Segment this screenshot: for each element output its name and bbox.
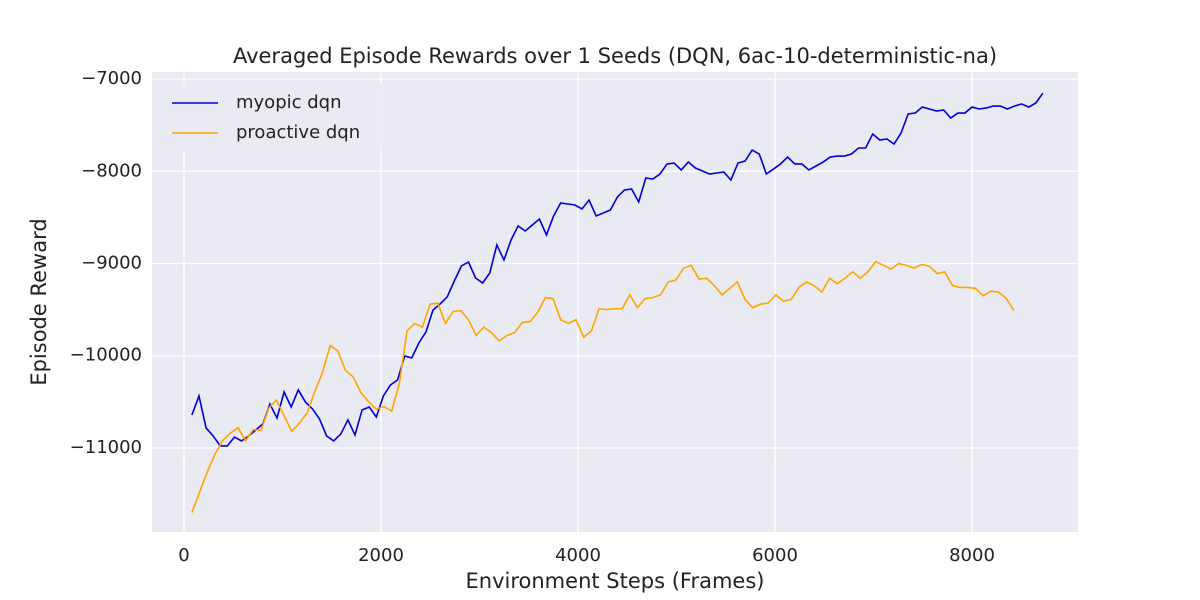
series-line — [191, 260, 1015, 513]
series-line — [191, 92, 1044, 447]
x-tick-label: 0 — [178, 545, 189, 566]
x-tick-label: 6000 — [752, 545, 798, 566]
y-tick-label: −10000 — [70, 345, 142, 366]
y-tick-label: −7000 — [81, 68, 142, 89]
y-tick-label: −8000 — [81, 160, 142, 181]
legend-label: myopic dqn — [236, 92, 342, 113]
legend-label: proactive dqn — [236, 122, 360, 143]
x-tick-label: 8000 — [949, 545, 995, 566]
y-axis-label: Episode Reward — [27, 218, 51, 385]
x-tick-label: 4000 — [555, 545, 601, 566]
y-tick-label: −9000 — [81, 252, 142, 273]
chart-title: Averaged Episode Rewards over 1 Seeds (D… — [233, 44, 997, 68]
y-tick-label: −11000 — [70, 437, 142, 458]
x-tick-label: 2000 — [358, 545, 404, 566]
x-axis-label: Environment Steps (Frames) — [466, 569, 765, 593]
legend-box — [162, 82, 382, 152]
